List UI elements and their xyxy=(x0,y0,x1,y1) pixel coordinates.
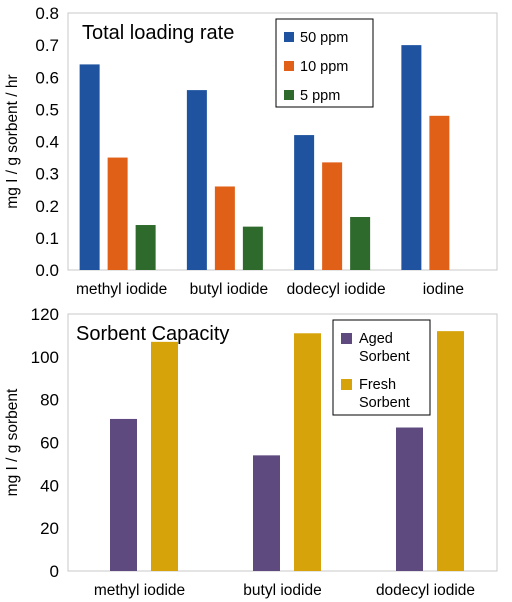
y-tick-label: 0.3 xyxy=(35,165,59,184)
category-label: butyl iodide xyxy=(243,582,321,599)
legend-label: 50 ppm xyxy=(300,30,348,46)
y-tick-label: 80 xyxy=(40,391,59,410)
y-axis-label: mg I / g sorbent xyxy=(4,388,21,496)
category-label: iodine xyxy=(423,281,464,298)
y-tick-label: 0.6 xyxy=(35,68,59,87)
legend-swatch xyxy=(341,379,352,390)
y-tick-label: 0.8 xyxy=(35,4,59,23)
bar-10-ppm xyxy=(429,115,450,270)
y-tick-label: 0 xyxy=(50,562,59,581)
legend: Aged Sorbent Fresh Sorbent xyxy=(332,319,431,416)
y-tick-label: 0.7 xyxy=(35,36,59,55)
y-tick-label: 0.2 xyxy=(35,197,59,216)
legend-label: 10 ppm xyxy=(300,59,348,75)
y-tick-label: 0.0 xyxy=(35,261,59,280)
bar-50-ppm xyxy=(79,64,100,271)
bar-fresh-sorbent xyxy=(151,341,178,571)
legend-label: Fresh xyxy=(359,377,396,393)
bar-10-ppm xyxy=(322,162,343,270)
category-label: methyl iodide xyxy=(76,281,167,298)
legend: 50 ppm 10 ppm 5 ppm xyxy=(275,18,374,108)
y-tick-label: 120 xyxy=(31,305,59,324)
plot-frame xyxy=(67,313,498,572)
bar-5-ppm xyxy=(350,216,371,270)
y-axis-label: mg I / g sorbent / hr xyxy=(4,74,21,208)
bar-50-ppm xyxy=(401,45,422,270)
legend-label: Sorbent xyxy=(359,395,410,411)
y-tick-label: 0.4 xyxy=(35,133,59,152)
bar-aged-sorbent xyxy=(110,418,137,571)
chart-2: 0 20 40 60 80 100 120 mg I / g sorbent methyl io… xyxy=(4,305,498,599)
y-tick-label: 0.5 xyxy=(35,100,59,119)
y-tick-label: 20 xyxy=(40,519,59,538)
bar-aged-sorbent xyxy=(396,427,423,571)
bar-10-ppm xyxy=(107,157,128,270)
legend-swatch xyxy=(284,90,294,100)
legend-swatch xyxy=(284,61,294,71)
bar-5-ppm xyxy=(242,226,263,270)
bar-fresh-sorbent xyxy=(437,331,464,571)
y-tick-label: 0.1 xyxy=(35,229,59,248)
y-tick-label: 100 xyxy=(31,348,59,367)
category-label: methyl iodide xyxy=(94,582,185,599)
bar-5-ppm xyxy=(135,225,156,270)
legend-swatch xyxy=(341,333,352,344)
category-label: dodecyl iodide xyxy=(287,281,386,298)
y-tick-label: 40 xyxy=(40,476,59,495)
y-tick-label: 60 xyxy=(40,434,59,453)
legend-swatch xyxy=(284,32,294,42)
chart-1: 0.0 0.1 0.2 0.3 0.4 0.5 0.6 0.7 0.8 mg I / g sorb… xyxy=(4,4,498,298)
legend-box xyxy=(332,319,431,416)
category-label: dodecyl iodide xyxy=(376,582,475,599)
legend-label: Aged xyxy=(359,331,393,347)
bar-50-ppm xyxy=(186,90,207,270)
bar-10-ppm xyxy=(214,186,235,270)
bar-fresh-sorbent xyxy=(294,333,321,571)
plot-frame xyxy=(67,12,498,271)
chart-title: Sorbent Capacity xyxy=(76,323,229,345)
chart-title: Total loading rate xyxy=(82,22,234,44)
category-label: butyl iodide xyxy=(190,281,268,298)
bar-aged-sorbent xyxy=(253,455,280,571)
legend-label: 5 ppm xyxy=(300,88,340,104)
bar-50-ppm xyxy=(294,135,315,270)
legend-label: Sorbent xyxy=(359,349,410,365)
